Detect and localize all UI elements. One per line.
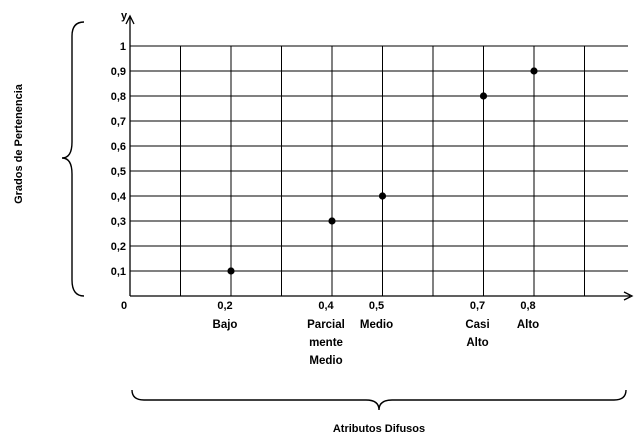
y-tick-label: 0,9 — [111, 66, 126, 78]
x-axis-title: Atributos Difusos — [333, 423, 425, 435]
category-labels: Bajo Parcial mente Medio Medio Casi Alto Alto — [213, 319, 540, 367]
y-axis-title: Grados de Pertenencia — [13, 83, 25, 204]
data-point — [530, 67, 538, 75]
category-label: Bajo — [213, 319, 238, 331]
axes — [125, 14, 634, 301]
x-tick-label: 0,7 — [470, 300, 485, 312]
vertical-brace — [61, 21, 85, 297]
x-tick-label: 0,5 — [369, 300, 384, 312]
category-label: Medio — [360, 319, 393, 331]
category-label: Medio — [309, 355, 342, 367]
category-label: Parcial — [307, 319, 345, 331]
category-label: Alto — [466, 337, 488, 349]
horizontal-brace — [131, 389, 627, 411]
y-tick-label: 0,4 — [111, 191, 127, 203]
data-point — [378, 192, 387, 200]
y-tick-label: 0,2 — [111, 241, 126, 253]
data-point — [479, 92, 488, 100]
origin-label: 0 — [121, 300, 127, 312]
y-tick-label: 0,7 — [111, 116, 126, 128]
x-tick-label: 0,2 — [217, 300, 232, 312]
y-tick-label: 1 — [120, 41, 126, 53]
x-tick-labels: 0,2 0,4 0,5 0,7 0,8 — [217, 300, 535, 312]
braces — [61, 21, 627, 411]
y-axis-arrow — [125, 14, 135, 25]
y-tick-labels: 0,1 0,2 0,3 0,4 0,5 0,6 0,7 0,8 0,9 1 — [111, 41, 127, 278]
category-label: mente — [309, 337, 343, 349]
y-tick-label: 0,3 — [111, 216, 126, 228]
data-point — [328, 217, 336, 225]
data-points — [227, 67, 538, 275]
y-tick-label: 0,1 — [111, 266, 126, 278]
y-axis-letter: y — [121, 10, 128, 22]
category-label: Alto — [517, 319, 539, 331]
x-axis-arrow — [623, 291, 634, 301]
x-tick-label: 0,8 — [520, 300, 535, 312]
x-tick-label: 0,4 — [318, 300, 334, 312]
y-tick-label: 0,6 — [111, 141, 126, 153]
y-tick-label: 0,8 — [111, 91, 126, 103]
category-label: Casi — [465, 319, 489, 331]
y-tick-label: 0,5 — [111, 166, 126, 178]
data-point — [227, 267, 235, 275]
grid — [130, 45, 628, 296]
